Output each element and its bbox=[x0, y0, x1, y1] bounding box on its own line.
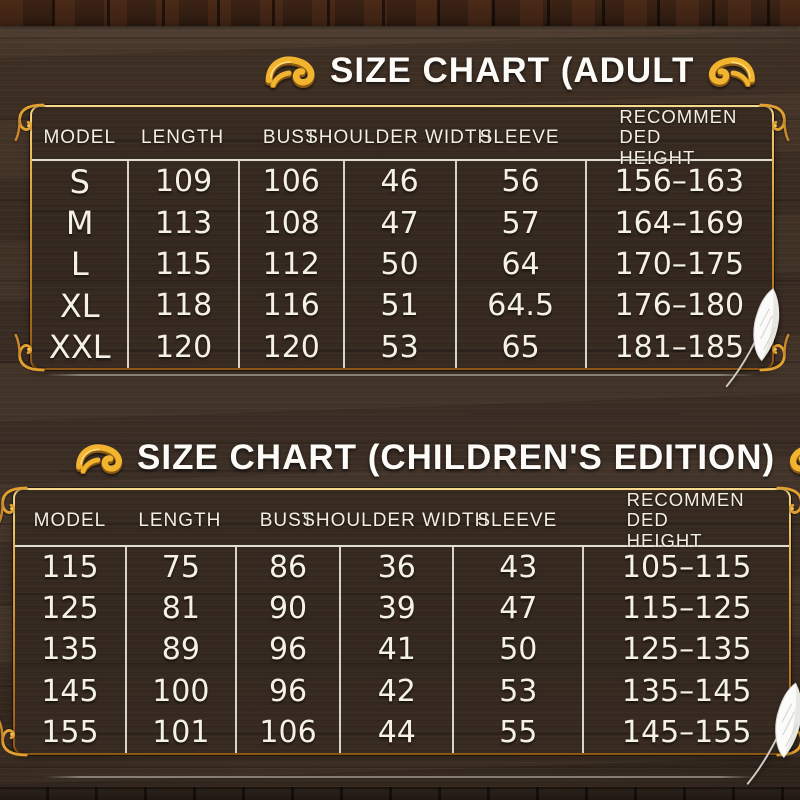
model-cell: 125 bbox=[41, 591, 99, 627]
value-cell: 176–180 bbox=[584, 285, 772, 327]
value-cell: 116 bbox=[237, 285, 343, 327]
value-cell: 64 bbox=[454, 243, 585, 286]
value-cell: 65 bbox=[454, 326, 585, 368]
value-cell: 115 bbox=[127, 243, 237, 286]
children-title: SIZE CHART (CHILDREN'S EDITION) bbox=[73, 438, 800, 478]
value-cell: 164–169 bbox=[584, 202, 772, 244]
wood-grain-decoration bbox=[60, 470, 320, 472]
value-cell: 112 bbox=[237, 243, 343, 286]
value-cell: 101 bbox=[124, 711, 235, 753]
value-cell: 44 bbox=[339, 711, 452, 753]
value-cell: 53 bbox=[342, 326, 455, 368]
value-cell: 47 bbox=[342, 202, 455, 244]
column-header: SLEEVE bbox=[477, 509, 558, 531]
value-cell: 51 bbox=[342, 285, 455, 327]
column-header: LENGTH bbox=[138, 509, 222, 531]
value-cell: 42 bbox=[339, 670, 452, 712]
value-cell: 120 bbox=[237, 326, 343, 368]
value-cell: 100 bbox=[124, 670, 235, 712]
adult-title: SIZE CHART (ADULT bbox=[262, 51, 758, 91]
column-header: SHOULDER WIDTH bbox=[302, 509, 490, 531]
children-table-header-row: MODEL LENGTH BUST SHOULDER WIDTH SLEEVE RECOM… bbox=[15, 490, 789, 550]
value-cell: 56 bbox=[454, 161, 585, 203]
column-header: MODEL bbox=[43, 126, 117, 148]
top-wood-plank-strip bbox=[0, 0, 800, 26]
section-divider-line bbox=[45, 374, 755, 376]
value-cell: 57 bbox=[454, 202, 585, 244]
model-cell: M bbox=[65, 204, 94, 243]
model-cell: 145 bbox=[41, 673, 99, 709]
children-size-table-body: MODEL LENGTH BUST SHOULDER WIDTH SLEEVE RECOM… bbox=[15, 490, 789, 753]
value-cell: 64.5 bbox=[454, 285, 585, 327]
value-cell: 106 bbox=[234, 711, 339, 753]
value-cell: 43 bbox=[452, 547, 582, 589]
feather-quill-icon bbox=[740, 674, 800, 790]
model-cell: XL bbox=[59, 286, 100, 325]
bottom-wood-plank-strip bbox=[0, 787, 800, 800]
value-cell: 109 bbox=[127, 161, 237, 203]
value-cell: 181–185 bbox=[584, 326, 772, 368]
adult-table-rows: S 109 106 46 56 156–163 M 113 108 47 57 164–169 L 115… bbox=[32, 161, 772, 368]
column-header: BUST bbox=[262, 126, 318, 148]
value-cell: 90 bbox=[234, 588, 339, 630]
value-cell: 55 bbox=[452, 711, 582, 753]
column-header: SHOULDER WIDTH bbox=[305, 126, 493, 148]
column-header: MODEL bbox=[33, 509, 107, 531]
value-cell: 39 bbox=[339, 588, 452, 630]
wood-grain-decoration bbox=[470, 413, 680, 415]
value-cell: 86 bbox=[234, 547, 339, 589]
flourish-right-icon bbox=[706, 55, 758, 87]
column-header: LENGTH bbox=[141, 126, 225, 148]
flourish-right-icon bbox=[787, 442, 800, 474]
value-cell: 145–155 bbox=[582, 711, 789, 753]
adult-title-text: SIZE CHART (ADULT bbox=[330, 51, 695, 90]
value-cell: 135–145 bbox=[582, 670, 789, 712]
children-table-rows: 115 75 86 36 43 105–115 125 81 90 39 47 115–125 135 8… bbox=[15, 547, 789, 753]
value-cell: 46 bbox=[342, 161, 455, 203]
value-cell: 50 bbox=[452, 629, 582, 671]
column-header: SLEEVE bbox=[479, 126, 560, 148]
wood-grain-decoration bbox=[0, 26, 800, 50]
adult-size-table-body: MODEL LENGTH BUST SHOULDER WIDTH SLEEVE RECOM… bbox=[32, 107, 772, 368]
adult-table-header-row: MODEL LENGTH BUST SHOULDER WIDTH SLEEVE RECOM… bbox=[32, 107, 772, 167]
value-cell: 47 bbox=[452, 588, 582, 630]
column-header: RECOMMEN DED HEIGHT bbox=[626, 490, 745, 551]
flourish-left-icon bbox=[73, 442, 125, 474]
value-cell: 41 bbox=[339, 629, 452, 671]
flourish-left-icon bbox=[262, 54, 318, 88]
value-cell: 108 bbox=[237, 202, 343, 244]
model-cell: XXL bbox=[48, 328, 111, 367]
section-divider-line bbox=[45, 776, 755, 778]
column-header: BUST bbox=[259, 509, 315, 531]
value-cell: 96 bbox=[234, 670, 339, 712]
value-cell: 89 bbox=[124, 629, 235, 671]
value-cell: 113 bbox=[127, 202, 237, 244]
value-cell: 96 bbox=[234, 629, 339, 671]
value-cell: 53 bbox=[452, 670, 582, 712]
adult-size-table: MODEL LENGTH BUST SHOULDER WIDTH SLEEVE RECOM… bbox=[14, 103, 790, 372]
model-cell: L bbox=[70, 245, 89, 284]
column-header: RECOMMEN DED HEIGHT bbox=[619, 107, 738, 168]
feather-quill-icon bbox=[716, 284, 798, 388]
model-cell: 135 bbox=[41, 632, 99, 668]
value-cell: 75 bbox=[124, 547, 235, 589]
value-cell: 36 bbox=[339, 547, 452, 589]
value-cell: 118 bbox=[127, 285, 237, 327]
value-cell: 156–163 bbox=[584, 161, 772, 203]
children-title-text: SIZE CHART (CHILDREN'S EDITION) bbox=[137, 438, 776, 477]
value-cell: 170–175 bbox=[584, 243, 772, 286]
model-cell: 155 bbox=[41, 714, 99, 750]
children-size-table: MODEL LENGTH BUST SHOULDER WIDTH SLEEVE RECOM… bbox=[0, 486, 800, 757]
model-cell: S bbox=[69, 162, 90, 201]
value-cell: 81 bbox=[124, 588, 235, 630]
value-cell: 50 bbox=[342, 243, 455, 286]
value-cell: 120 bbox=[127, 326, 237, 368]
value-cell: 115–125 bbox=[582, 588, 789, 630]
value-cell: 106 bbox=[237, 161, 343, 203]
model-cell: 115 bbox=[41, 550, 99, 586]
value-cell: 125–135 bbox=[582, 629, 789, 671]
value-cell: 105–115 bbox=[582, 547, 789, 589]
